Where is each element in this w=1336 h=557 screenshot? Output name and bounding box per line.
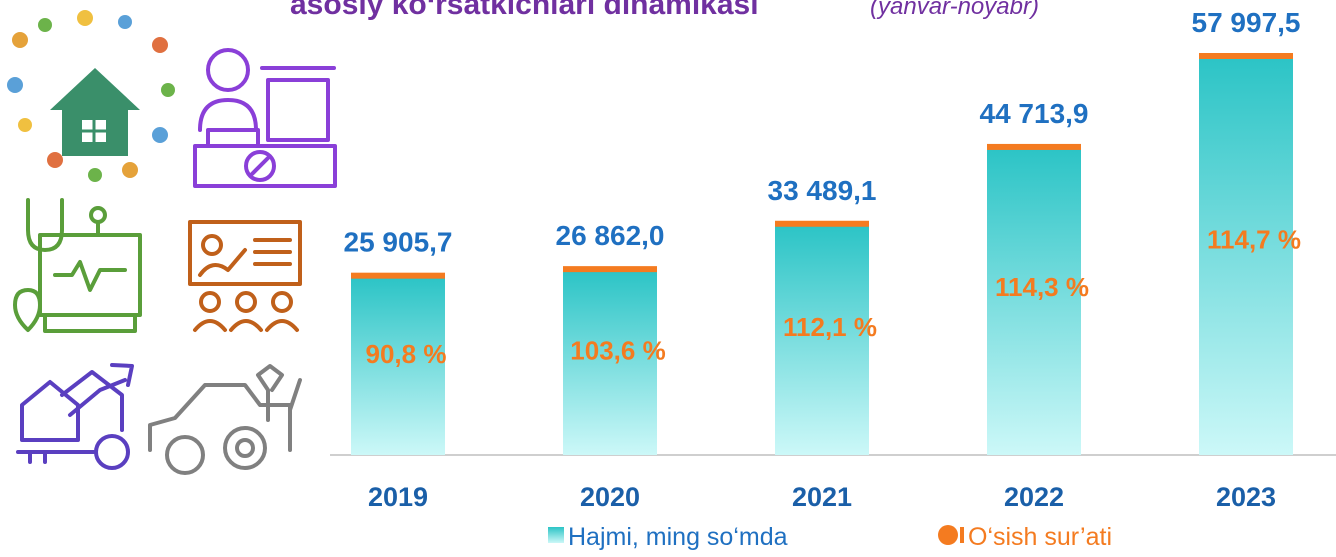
growth-label: 114,3 %	[995, 272, 1089, 302]
chart-title: asosiy ko‘rsatkichlari dinamikasi	[290, 0, 759, 21]
growth-label: 112,1 %	[783, 312, 877, 342]
legend-swatch	[938, 525, 958, 545]
growth-cap	[351, 272, 445, 279]
value-label: 44 713,9	[980, 98, 1089, 129]
bar	[775, 225, 869, 455]
value-label: 33 489,1	[768, 175, 877, 206]
vendor-icon	[193, 48, 337, 188]
x-tick-label: 2021	[792, 482, 852, 512]
legend-label: Hajmi, ming so‘mda	[568, 523, 788, 551]
growth-cap	[563, 266, 657, 273]
bar	[1199, 58, 1293, 455]
bar	[563, 271, 657, 455]
icons	[7, 10, 337, 475]
growth-cap	[987, 143, 1081, 150]
teacher-icon	[188, 220, 302, 332]
growth-label: 114,7 %	[1207, 225, 1301, 255]
car-icon	[148, 364, 302, 475]
bar	[987, 148, 1081, 456]
house-icon	[7, 10, 175, 182]
value-label: 26 862,0	[556, 220, 665, 251]
x-tick-label: 2023	[1216, 482, 1276, 512]
value-label: 57 997,5	[1192, 7, 1301, 38]
chart-subtitle: (yanvar-noyabr)	[870, 0, 1039, 20]
growth-label: 103,6 %	[570, 335, 665, 365]
growth-cap	[1199, 53, 1293, 59]
growth-label: 90,8 %	[366, 339, 447, 369]
growth-cap	[775, 220, 869, 227]
x-tick-label: 2022	[1004, 482, 1064, 512]
bar	[351, 277, 445, 455]
x-tick-label: 2020	[580, 482, 640, 512]
legend: Hajmi, ming so‘mda O‘sish sur’ati	[548, 523, 1112, 551]
value-label: 25 905,7	[344, 227, 453, 258]
x-tick-label: 2019	[368, 482, 428, 512]
property-icon	[16, 363, 134, 470]
monitor-icon	[13, 198, 142, 333]
legend-swatch	[548, 527, 564, 543]
legend-label: O‘sish sur’ati	[968, 523, 1112, 551]
legend-swatch	[960, 527, 964, 543]
